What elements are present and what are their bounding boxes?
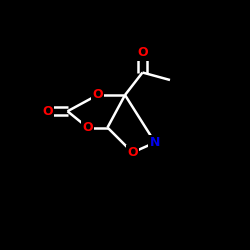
Text: O: O [127, 146, 138, 159]
Text: O: O [92, 88, 103, 102]
Text: O: O [42, 105, 53, 118]
Text: O: O [137, 46, 148, 59]
Text: O: O [82, 121, 93, 134]
Text: N: N [150, 136, 160, 149]
